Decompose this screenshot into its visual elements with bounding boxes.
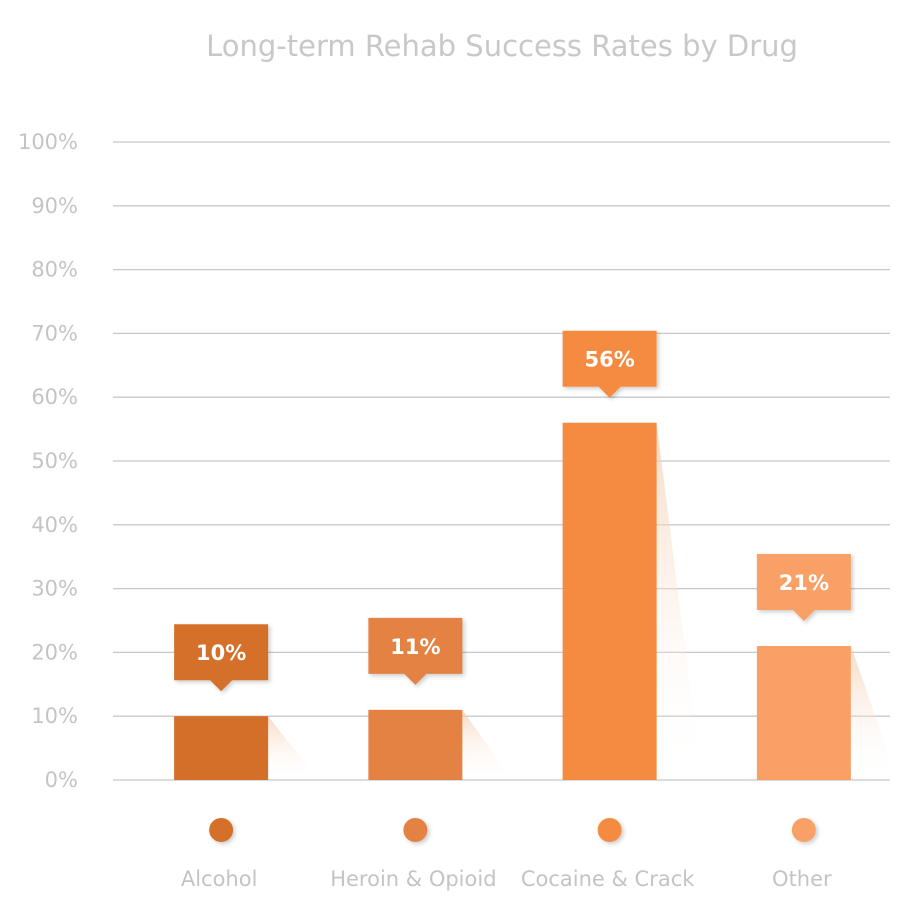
data-label-callout (174, 624, 269, 692)
bar-shadow (462, 709, 507, 780)
bar[interactable] (756, 646, 851, 780)
legend-dot (791, 818, 816, 842)
data-label-callout (368, 617, 463, 685)
category-label: Heroin & Opioid (330, 867, 496, 891)
y-tick-label: 50% (31, 449, 78, 473)
bar[interactable] (562, 422, 657, 780)
data-label: 21% (779, 571, 829, 595)
legend-dot (403, 818, 428, 842)
bar-shadow (850, 646, 895, 780)
category-label: Other (772, 867, 832, 891)
data-label: 11% (390, 635, 440, 659)
y-tick-label: 0% (45, 768, 78, 792)
bar[interactable] (368, 709, 463, 780)
data-label: 10% (196, 641, 246, 665)
data-label-callout (562, 330, 657, 398)
y-tick-label: 10% (31, 704, 78, 728)
y-tick-label: 80% (31, 258, 78, 282)
bar-shadow (268, 716, 313, 780)
y-tick-label: 70% (31, 321, 78, 345)
category-label: Alcohol (181, 867, 258, 891)
data-label-callout (756, 554, 851, 622)
bar-shadow (656, 422, 701, 780)
legend-dot (597, 818, 622, 842)
y-tick-label: 20% (31, 640, 78, 664)
y-tick-label: 100% (18, 130, 78, 154)
chart-title: Long-term Rehab Success Rates by Drug (206, 29, 798, 63)
y-tick-label: 90% (31, 194, 78, 218)
data-label: 56% (584, 348, 634, 372)
legend-dot (209, 818, 234, 842)
y-tick-label: 60% (31, 385, 78, 409)
y-tick-label: 40% (31, 513, 78, 537)
category-label: Cocaine & Crack (521, 867, 695, 891)
bar[interactable] (174, 716, 269, 780)
y-tick-label: 30% (31, 577, 78, 601)
